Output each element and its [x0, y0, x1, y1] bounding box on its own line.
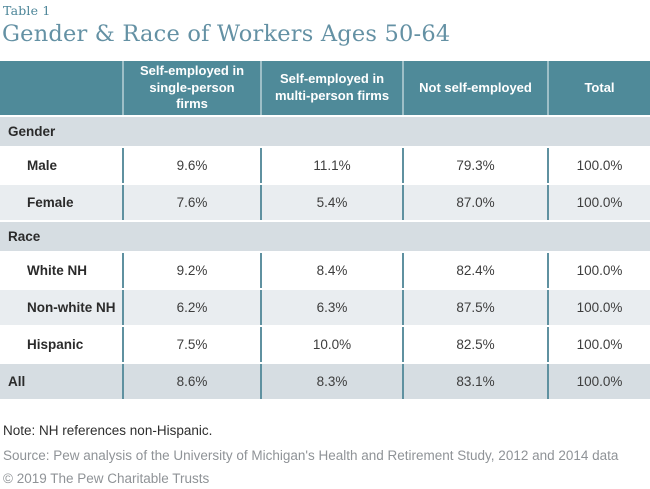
row-label: All	[8, 374, 26, 389]
cell-value: 9.6%	[122, 148, 260, 183]
copyright-text: © 2019 The Pew Charitable Trusts	[3, 471, 210, 486]
table-row-white-nh: White NH 9.2% 8.4% 82.4% 100.0%	[0, 253, 650, 288]
cell-value: 11.1%	[260, 148, 402, 183]
cell-value: 83.1%	[402, 364, 547, 399]
row-label: Non-white NH	[27, 300, 116, 315]
cell-value: 8.3%	[260, 364, 402, 399]
cell-value: 100.0%	[547, 364, 650, 399]
table-footer: Note: NH references non-Hispanic. Source…	[0, 423, 650, 486]
table-header-row: Self-employed in single-person firms Sel…	[0, 61, 650, 115]
cell-value: 6.3%	[260, 290, 402, 325]
column-header-blank	[0, 61, 122, 115]
table-row-all-total: All 8.6% 8.3% 83.1% 100.0%	[0, 364, 650, 399]
cell-value: 79.3%	[402, 148, 547, 183]
page-title: Gender & Race of Workers Ages 50-64	[2, 21, 451, 47]
table-row-male: Male 9.6% 11.1% 79.3% 100.0%	[0, 148, 650, 183]
cell-value: 6.2%	[122, 290, 260, 325]
cell-value: 8.4%	[260, 253, 402, 288]
data-table: Self-employed in single-person firms Sel…	[0, 61, 650, 399]
section-label: Race	[8, 229, 41, 244]
cell-value: 7.5%	[122, 327, 260, 362]
cell-value: 87.5%	[402, 290, 547, 325]
table-row-female: Female 7.6% 5.4% 87.0% 100.0%	[0, 185, 650, 220]
cell-value: 5.4%	[260, 185, 402, 220]
section-label: Gender	[8, 124, 56, 139]
cell-value: 7.6%	[122, 185, 260, 220]
column-header-single-person: Self-employed in single-person firms	[122, 61, 260, 115]
cell-value: 8.6%	[122, 364, 260, 399]
row-label: Male	[27, 158, 58, 173]
section-row-race: Race	[0, 222, 650, 251]
cell-value: 82.4%	[402, 253, 547, 288]
row-label: White NH	[27, 263, 87, 278]
cell-value: 87.0%	[402, 185, 547, 220]
cell-value: 9.2%	[122, 253, 260, 288]
row-label: Hispanic	[27, 337, 84, 352]
cell-value: 100.0%	[547, 185, 650, 220]
cell-value: 82.5%	[402, 327, 547, 362]
cell-value: 100.0%	[547, 253, 650, 288]
cell-value: 100.0%	[547, 148, 650, 183]
note-text: Note: NH references non-Hispanic.	[3, 423, 213, 438]
cell-value: 100.0%	[547, 290, 650, 325]
table-row-hispanic: Hispanic 7.5% 10.0% 82.5% 100.0%	[0, 327, 650, 362]
table-row-non-white-nh: Non-white NH 6.2% 6.3% 87.5% 100.0%	[0, 290, 650, 325]
column-header-not-self-employed: Not self-employed	[402, 61, 547, 115]
column-header-multi-person: Self-employed in multi-person firms	[260, 61, 402, 115]
column-header-total: Total	[547, 61, 650, 115]
section-row-gender: Gender	[0, 117, 650, 146]
table-number-label: Table 1	[3, 3, 51, 18]
row-label: Female	[27, 195, 74, 210]
cell-value: 10.0%	[260, 327, 402, 362]
source-text: Source: Pew analysis of the University o…	[3, 448, 619, 463]
cell-value: 100.0%	[547, 327, 650, 362]
